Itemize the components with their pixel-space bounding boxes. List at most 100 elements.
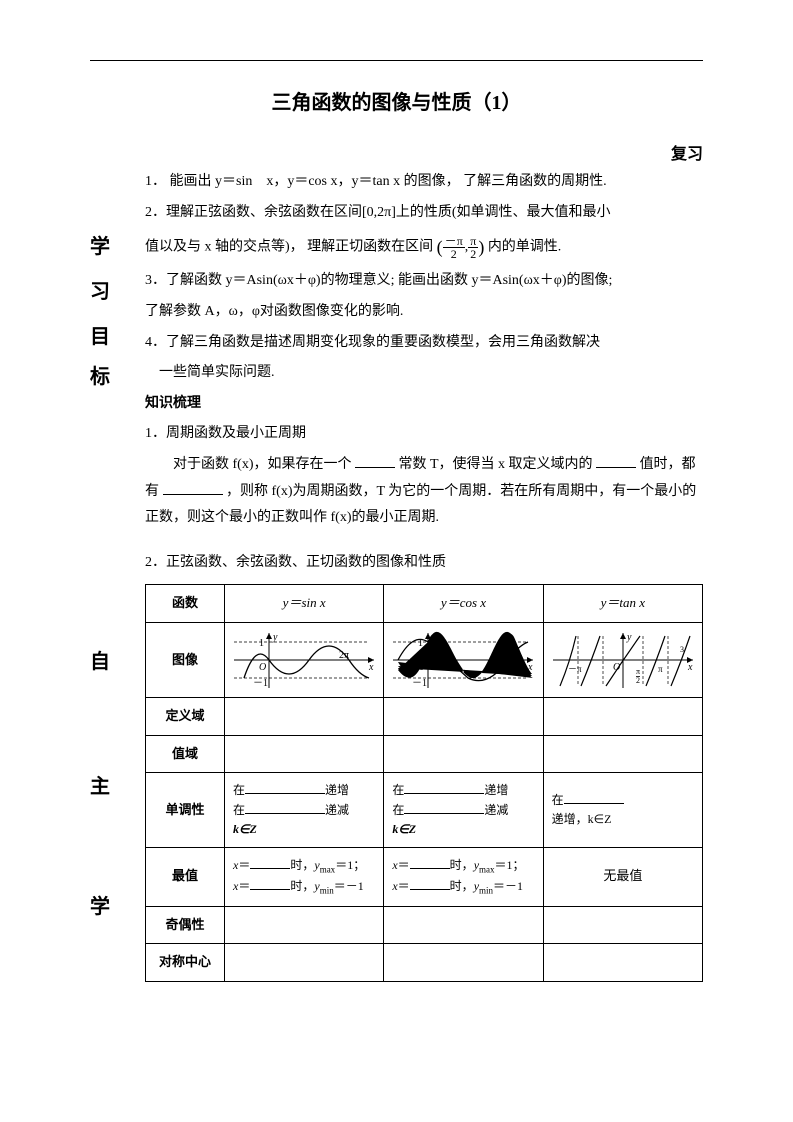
rh-image: 图像 [146, 623, 225, 698]
objective-2b: 值以及与 x 轴的交点等)， 理解正切函数在区间 (－π2,π2) 内的单调性. [145, 230, 703, 264]
mono-sin: 在递增 在递减 k∈Z [225, 773, 384, 848]
svg-text:2: 2 [636, 676, 640, 685]
parity-sin[interactable] [225, 906, 384, 944]
table-row-mono: 单调性 在递增 在递减 k∈Z 在递增 在递减 k∈Z [146, 773, 703, 848]
center-tan[interactable] [543, 944, 702, 982]
parity-cos[interactable] [384, 906, 543, 944]
rh-mono: 单调性 [146, 773, 225, 848]
th-sin: y＝sin x [225, 585, 384, 623]
svg-text:x: x [527, 662, 533, 673]
blank-ext-cos-2[interactable] [410, 877, 450, 890]
table-row-parity: 奇偶性 [146, 906, 703, 944]
ms-kz: k∈Z [233, 822, 257, 836]
pp4: ，则称 f(x)为周期函数，T 为它的一个周期．若在所有周期中，有一个最小的正数… [145, 484, 696, 526]
objective-3a: 3．了解函数 y＝Asin(ωx＋φ)的物理意义; 能画出函数 y＝Asin(ω… [145, 268, 703, 295]
mc2b: 递减 [484, 803, 508, 817]
blank-ext-sin-2[interactable] [250, 877, 290, 890]
blank-mono-sin-1[interactable] [245, 781, 325, 794]
svg-text:y: y [431, 632, 437, 643]
range-cos[interactable] [384, 735, 543, 773]
blank-3[interactable] [163, 480, 223, 495]
interval-bracket-close: ) [478, 230, 484, 264]
heading-zhishi: 知识梳理 [145, 391, 703, 418]
th-function: 函数 [146, 585, 225, 623]
ms2b: 递减 [325, 803, 349, 817]
table-row-center: 对称中心 [146, 944, 703, 982]
sin-label: y＝sin x [283, 595, 326, 610]
pi-sym-2: π [468, 235, 478, 248]
table-row-range: 值域 [146, 735, 703, 773]
blank-1[interactable] [355, 453, 395, 468]
objectives-block: 1． 能画出 y＝sin x，y＝cos x，y＝tan x 的图像， 了解三角… [145, 169, 703, 982]
center-sin[interactable] [225, 944, 384, 982]
cos-label: y＝cos x [441, 595, 486, 610]
domain-tan[interactable] [543, 698, 702, 736]
blank-ext-cos-1[interactable] [410, 856, 450, 869]
page-title: 三角函数的图像与性质（1） [90, 86, 703, 115]
mc2a: 在 [392, 803, 404, 817]
table-row-image: 图像 y x O 1 －1 2π [146, 623, 703, 698]
side-label-zi: 自 [90, 645, 110, 674]
tan-graph-cell: y x O －π π π 2 3 [543, 623, 702, 698]
th-cos: y＝cos x [384, 585, 543, 623]
sin-graph: y x O 1 －1 2π [229, 628, 379, 693]
svg-text:x: x [368, 662, 374, 673]
objective-4b: 一些简单实际问题. [159, 360, 703, 387]
review-label: 复习 [90, 140, 703, 164]
svg-text:π: π [636, 667, 640, 676]
side-label-biao: 标 [90, 360, 110, 389]
neg-pi-over-2: －π2 [443, 235, 465, 260]
center-cos[interactable] [384, 944, 543, 982]
mt1a: 在 [552, 793, 564, 807]
svg-text:O: O [418, 662, 425, 673]
blank-mono-sin-2[interactable] [245, 801, 325, 814]
blank-mono-cos-2[interactable] [404, 801, 484, 814]
ms1a: 在 [233, 783, 245, 797]
pi-over-2: π2 [468, 235, 478, 260]
obj2b-pre: 值以及与 x 轴的交点等)， 理解正切函数在区间 [145, 240, 433, 255]
blank-2[interactable] [596, 453, 636, 468]
svg-text:2π: 2π [500, 650, 510, 661]
sin-graph-cell: y x O 1 －1 2π [225, 623, 384, 698]
rh-center: 对称中心 [146, 944, 225, 982]
ms2a: 在 [233, 803, 245, 817]
objective-2a: 2．理解正弦函数、余弦函数在区间[0,2π]上的性质(如单调性、最大值和最小 [145, 200, 703, 227]
tan-graph: y x O －π π π 2 3 [548, 628, 698, 693]
h2-text: 2．正弦函数、余弦函数、正切函数的图像和性质 [145, 555, 446, 570]
rh-range: 值域 [146, 735, 225, 773]
heading-periodic: 1．周期函数及最小正周期 [145, 421, 703, 448]
side-label-mu: 目 [90, 320, 110, 349]
cos-graph: y x O 1 －1 2π [388, 628, 538, 693]
top-rule [90, 60, 703, 61]
range-tan[interactable] [543, 735, 702, 773]
blank-ext-sin-1[interactable] [250, 856, 290, 869]
blank-mono-cos-1[interactable] [404, 781, 484, 794]
objective-4a: 4．了解三角函数是描述周期变化现象的重要函数模型，会用三角函数解决 [145, 330, 703, 357]
svg-text:－π: －π [568, 664, 582, 674]
tan-label: y＝tan x [601, 595, 645, 610]
table-row-extrema: 最值 x＝时，ymax＝1； x＝时，ymin＝－1 x＝时，ymax＝1； x… [146, 847, 703, 906]
periodic-paragraph: 对于函数 f(x)，如果存在一个 常数 T，使得当 x 取定义域内的 值时，都有… [145, 452, 703, 532]
svg-text:O: O [613, 662, 620, 673]
mono-tan: 在 递增，k∈Z [543, 773, 702, 848]
range-sin[interactable] [225, 735, 384, 773]
two-2: 2 [468, 248, 478, 260]
heading-table: 2．正弦函数、余弦函数、正切函数的图像和性质 [145, 550, 703, 577]
h1-text: 1．周期函数及最小正周期 [145, 426, 306, 441]
ms1b: 递增 [325, 783, 349, 797]
domain-sin[interactable] [225, 698, 384, 736]
trig-properties-table: 函数 y＝sin x y＝cos x y＝tan x 图像 [145, 584, 703, 982]
mc-kz: k∈Z [392, 822, 416, 836]
table-row-header: 函数 y＝sin x y＝cos x y＝tan x [146, 585, 703, 623]
objective-1: 1． 能画出 y＝sin x，y＝cos x，y＝tan x 的图像， 了解三角… [145, 169, 703, 196]
mc1b: 递增 [484, 783, 508, 797]
table-row-domain: 定义域 [146, 698, 703, 736]
domain-cos[interactable] [384, 698, 543, 736]
svg-text:O: O [259, 662, 266, 673]
parity-tan[interactable] [543, 906, 702, 944]
mt2: 递增，k∈Z [552, 812, 612, 826]
blank-mono-tan-1[interactable] [564, 791, 624, 804]
svg-text:y: y [626, 632, 632, 643]
two-1: 2 [443, 248, 465, 260]
side-label-xue2: 学 [90, 890, 110, 919]
